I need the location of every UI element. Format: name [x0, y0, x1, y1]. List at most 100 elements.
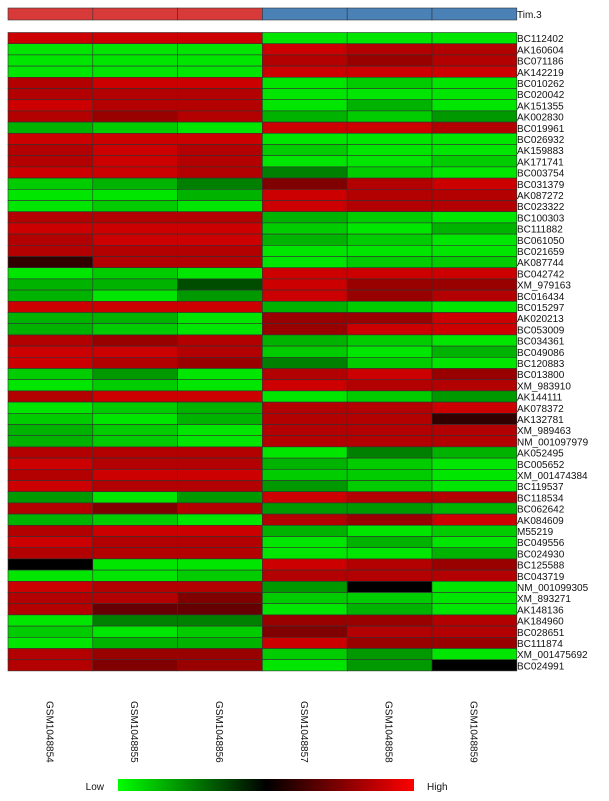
heatmap-cell — [262, 547, 348, 560]
heatmap-cell — [177, 267, 263, 280]
heatmap-cell — [346, 536, 433, 548]
heatmap-cell — [262, 524, 348, 537]
heatmap-cell — [177, 323, 263, 336]
heatmap-cell — [177, 547, 263, 560]
gene-label: BC071186 — [517, 57, 564, 68]
heatmap-cell — [346, 356, 433, 369]
heatmap-cell — [92, 457, 178, 470]
heatmap-cell — [262, 536, 348, 548]
heatmap-cell — [262, 32, 348, 44]
heatmap-cell — [262, 245, 348, 257]
heatmap-cell — [346, 155, 433, 168]
heatmap-cell — [346, 412, 433, 425]
heatmap-cell — [177, 536, 263, 548]
heatmap-cell — [346, 166, 433, 179]
gene-label: BC125588 — [517, 561, 565, 572]
heatmap-cell — [431, 547, 518, 560]
heatmap-cell — [262, 133, 348, 145]
heatmap-cell — [177, 77, 263, 89]
heatmap-cell — [431, 412, 518, 425]
heatmap-cell — [7, 569, 94, 582]
heatmap-cell — [92, 368, 178, 380]
heatmap-cell — [92, 468, 178, 481]
heatmap-cell — [7, 592, 94, 604]
heatmap-cell — [92, 524, 178, 537]
heatmap-cell — [431, 144, 518, 156]
heatmap-cell — [346, 502, 433, 515]
heatmap-cell — [262, 77, 348, 89]
heatmap-cell — [346, 636, 433, 649]
heatmap-cell — [262, 580, 348, 593]
heatmap-cell — [92, 401, 178, 414]
heatmap-cell — [262, 155, 348, 168]
heatmap-cell — [177, 491, 263, 504]
heatmap-cell — [7, 54, 94, 67]
heatmap-cell — [92, 412, 178, 425]
gene-label: BC111882 — [517, 225, 563, 236]
gene-label: NM_001097979 — [517, 437, 589, 448]
heatmap-cell — [431, 133, 518, 145]
heatmap-cell — [262, 334, 348, 347]
heatmap-cell — [177, 32, 263, 44]
gene-label: BC003754 — [517, 169, 565, 180]
heatmap-cell — [262, 88, 348, 100]
gene-label: M55219 — [517, 527, 554, 538]
heatmap-cell — [346, 32, 433, 44]
heatmap-cell — [346, 368, 433, 380]
gene-labels: BC112402AK160604BC071186AK142219BC010262… — [517, 34, 589, 672]
heatmap-cell — [431, 177, 518, 190]
heatmap-cell — [177, 133, 263, 145]
heatmap-cell — [7, 368, 94, 380]
heatmap-cell — [92, 99, 178, 112]
heatmap-cell — [262, 513, 348, 526]
heatmap-cell — [431, 345, 518, 358]
heatmap-cell — [177, 603, 263, 616]
heatmap-cell — [92, 211, 178, 224]
group-bar-segment — [7, 7, 94, 21]
heatmap-cell — [7, 177, 94, 190]
heatmap-cell — [7, 547, 94, 560]
heatmap-cell — [7, 267, 94, 280]
heatmap-cell — [262, 659, 348, 672]
heatmap-cell — [431, 502, 518, 515]
heatmap-cell — [431, 99, 518, 112]
heatmap-cell — [7, 43, 94, 56]
heatmap-cell — [92, 625, 178, 638]
heatmap-cell — [92, 77, 178, 89]
heatmap-cell — [346, 121, 433, 134]
heatmap-cell — [7, 390, 94, 403]
gene-label: BC053009 — [517, 325, 565, 336]
heatmap-cell — [92, 110, 178, 123]
heatmap-cell — [346, 300, 433, 313]
heatmap-cell — [262, 558, 348, 571]
heatmap-cell — [346, 334, 433, 347]
gene-label: BC061050 — [517, 236, 565, 247]
heatmap-cell — [177, 659, 263, 672]
sample-label: GSM1048857 — [298, 701, 309, 763]
heatmap-cell — [7, 323, 94, 336]
gene-label: BC020042 — [517, 90, 565, 101]
heatmap-cell — [262, 222, 348, 235]
gene-label: AK132781 — [517, 415, 564, 426]
heatmap-cell — [346, 580, 433, 593]
gene-label: BC023322 — [517, 202, 565, 213]
heatmap-cell — [346, 379, 433, 392]
heatmap-cell — [92, 43, 178, 56]
heatmap-cell — [431, 289, 518, 302]
heatmap-cell — [346, 110, 433, 123]
heatmap-cell — [262, 345, 348, 358]
heatmap-cell — [7, 412, 94, 425]
heatmap-cell — [92, 189, 178, 201]
gene-label: BC028651 — [517, 628, 565, 639]
gene-label: XM_989463 — [517, 426, 571, 437]
heatmap-cell — [92, 435, 178, 448]
heatmap-cell — [262, 43, 348, 56]
heatmap-cell — [92, 536, 178, 548]
gene-label: BC010262 — [517, 79, 565, 90]
heatmap-cell — [431, 245, 518, 257]
heatmap-cell — [262, 166, 348, 179]
heatmap-cell — [262, 569, 348, 582]
heatmap-cell — [7, 457, 94, 470]
heatmap-cell — [431, 222, 518, 235]
heatmap-cell — [346, 480, 433, 492]
